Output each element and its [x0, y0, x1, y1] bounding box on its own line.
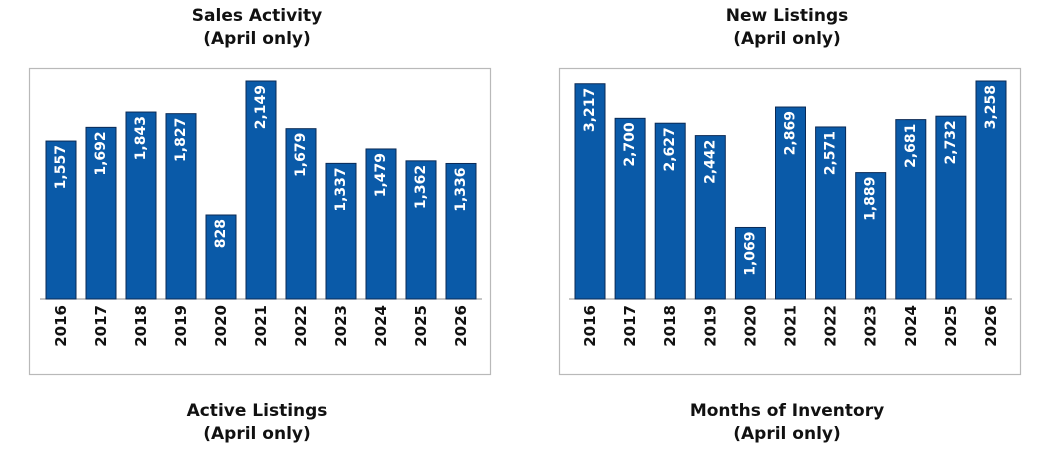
active-listings-title-line2: (April only)	[203, 424, 311, 444]
new-bar-2021	[775, 106, 806, 300]
new-bar-2017	[614, 117, 646, 300]
sales-bar-2024	[365, 148, 397, 300]
new-value-label-2023: 1,889	[863, 177, 879, 221]
sales-x-tick-2022: 2022	[292, 305, 310, 347]
sales-activity-title: Sales Activity (April only)	[22, 5, 492, 51]
sales-bar-2026	[445, 162, 477, 300]
sales-x-tick-2020: 2020	[212, 305, 230, 347]
sales-value-label-2020: 828	[213, 219, 229, 248]
new-value-label-2018: 2,627	[662, 127, 678, 171]
active-listings-title: Active Listings (April only)	[22, 400, 492, 446]
months-of-inventory-title: Months of Inventory (April only)	[552, 400, 1022, 446]
new-bar-2025	[935, 115, 967, 300]
new-value-label-2024: 2,681	[903, 124, 919, 168]
sales-bar-2021	[245, 80, 277, 300]
new-bar-2020	[734, 226, 766, 300]
new-bar-2024	[895, 119, 927, 300]
sales-bar-2023	[325, 162, 357, 300]
sales-x-tick-2018: 2018	[132, 305, 150, 347]
months-of-inventory-title-line1: Months of Inventory	[689, 401, 885, 421]
sales-x-tick-2019: 2019	[172, 305, 190, 347]
new-x-tick-2025: 2025	[942, 305, 960, 347]
sales-x-tick-2025: 2025	[412, 305, 430, 347]
sales-value-label-2026: 1,336	[453, 167, 469, 211]
sales-value-label-2023: 1,337	[333, 167, 349, 211]
sales-chart-frame	[28, 67, 492, 376]
sales-bar-2019	[165, 113, 197, 300]
new-listings-title: New Listings (April only)	[552, 5, 1022, 51]
sales-bar-2020	[205, 214, 237, 300]
months-of-inventory-title-line2: (April only)	[733, 424, 841, 444]
new-value-label-2019: 2,442	[702, 140, 718, 184]
new-x-tick-2017: 2017	[621, 305, 639, 347]
new-x-tick-2024: 2024	[902, 305, 920, 347]
sales-value-label-2025: 1,362	[413, 165, 429, 209]
new-chart-frame	[558, 67, 1022, 376]
new-value-label-2026: 3,258	[983, 85, 999, 129]
sales-value-label-2017: 1,692	[93, 131, 109, 175]
new-value-label-2025: 2,732	[943, 120, 959, 164]
new-x-tick-2020: 2020	[741, 305, 759, 347]
new-x-tick-2016: 2016	[581, 305, 599, 347]
sales-value-label-2022: 1,679	[293, 133, 309, 177]
sales-activity-title-line1: Sales Activity	[191, 6, 323, 26]
sales-activity-title-line2: (April only)	[203, 29, 311, 49]
sales-x-tick-2021: 2021	[252, 305, 270, 347]
new-bar-2019	[694, 135, 726, 300]
sales-bar-2018	[125, 111, 157, 300]
new-x-tick-2019: 2019	[701, 305, 719, 347]
sales-x-tick-2016: 2016	[52, 305, 70, 347]
new-bar-2022	[815, 126, 847, 300]
new-x-tick-2018: 2018	[661, 305, 679, 347]
new-bar-2026	[975, 80, 1007, 300]
sales-value-label-2021: 2,149	[253, 85, 269, 129]
sales-x-tick-2026: 2026	[452, 305, 470, 347]
new-bar-2016	[574, 83, 606, 300]
sales-x-tick-2023: 2023	[332, 305, 350, 347]
new-x-tick-2026: 2026	[982, 305, 1000, 347]
sales-bar-2022	[285, 128, 317, 300]
new-listings-title-line2: (April only)	[733, 29, 841, 49]
new-bar-2018	[654, 122, 686, 300]
new-value-label-2022: 2,571	[823, 131, 839, 175]
new-listings-title-line1: New Listings	[725, 6, 849, 26]
active-listings-title-line1: Active Listings	[186, 401, 328, 421]
sales-x-tick-2017: 2017	[92, 305, 110, 347]
sales-value-label-2018: 1,843	[133, 116, 149, 160]
new-value-label-2020: 1,069	[742, 231, 758, 275]
sales-x-tick-2024: 2024	[372, 305, 390, 347]
new-bar-2023	[855, 172, 887, 300]
new-value-label-2016: 3,217	[582, 88, 598, 132]
sales-value-label-2024: 1,479	[373, 153, 389, 197]
sales-value-label-2019: 1,827	[173, 118, 189, 162]
new-x-tick-2021: 2021	[782, 305, 800, 347]
new-value-label-2021: 2,869	[783, 111, 799, 155]
sales-bar-2016	[45, 140, 77, 300]
sales-bar-2025	[405, 160, 437, 300]
new-x-tick-2023: 2023	[862, 305, 880, 347]
new-x-tick-2022: 2022	[822, 305, 840, 347]
sales-bar-2017	[85, 126, 117, 300]
sales-value-label-2016: 1,557	[53, 145, 69, 189]
new-value-label-2017: 2,700	[622, 122, 638, 167]
